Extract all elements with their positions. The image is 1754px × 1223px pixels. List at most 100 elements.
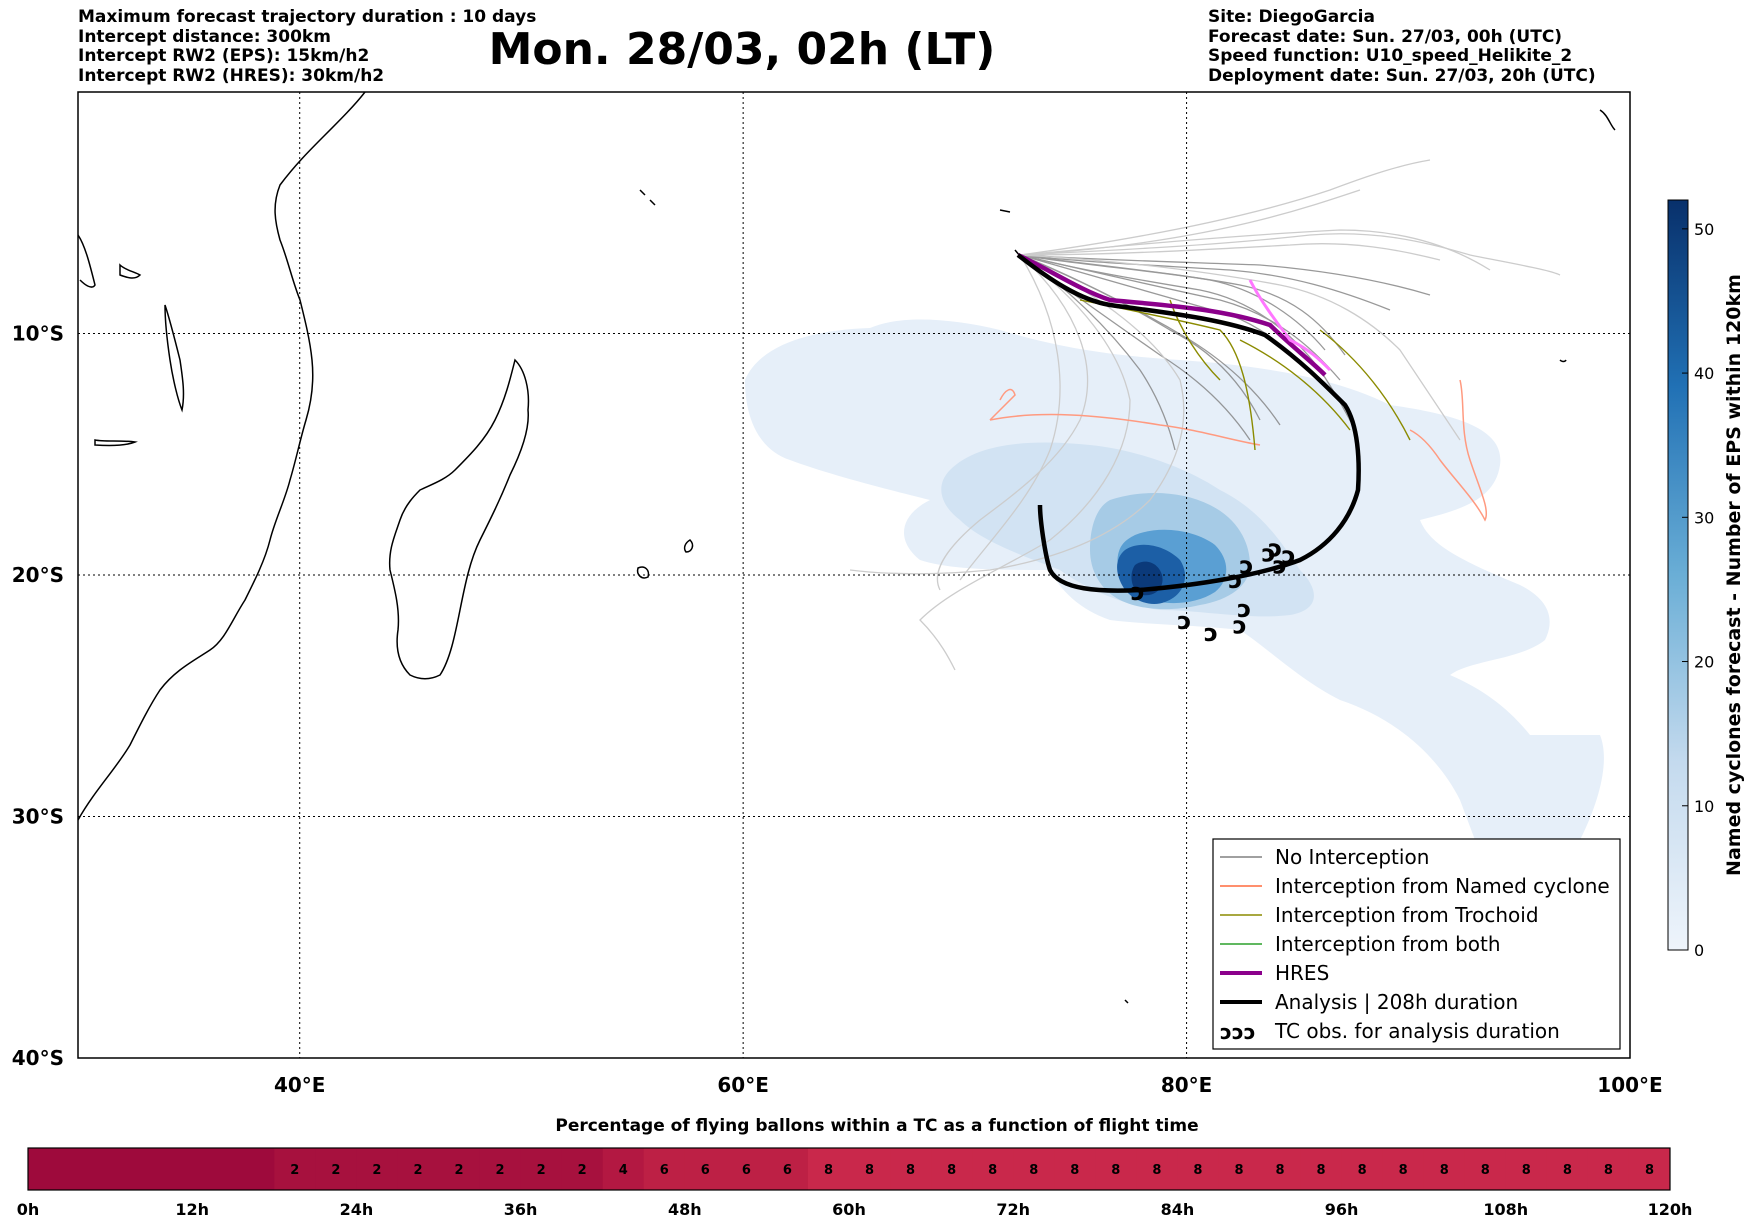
legend-label: Interception from Trochoid xyxy=(1275,903,1539,927)
header-deployment-date: Deployment date: Sun. 27/03, 20h (UTC) xyxy=(1208,65,1596,86)
legend-label: No Interception xyxy=(1275,845,1429,869)
tc-obs-marker: ↄ xyxy=(1237,595,1251,623)
timebar-cell-value: 6 xyxy=(783,1163,792,1178)
timebar-cell xyxy=(1218,1148,1260,1190)
timebar-cell-value: 8 xyxy=(824,1163,833,1178)
timebar-cell xyxy=(931,1148,973,1190)
timebar-cell-value: 2 xyxy=(413,1163,422,1178)
lon-tick-label: 60°E xyxy=(717,1073,769,1097)
cyclone-density-field xyxy=(745,319,1604,840)
map-gridlines xyxy=(78,92,1630,1058)
timebar-cell-value: 8 xyxy=(1481,1163,1490,1178)
timebar: 2 2 2 2 2 2 2 2 4 6 6 6 6 8 8 8 8 8 8 8 8 8 8 8 8 8 8 8 8 8 8 8 8 8 0h 12h… xyxy=(17,1147,1692,1219)
hres-trajectory xyxy=(1017,252,1327,377)
timebar-tick-label: 12h xyxy=(175,1200,209,1219)
lat-tick-label: 20°S xyxy=(12,563,64,587)
header-left-info: Maximum forecast trajectory duration : 1… xyxy=(78,7,537,86)
analysis-trajectory xyxy=(1016,253,1361,593)
colorbar-label: Named cyclones forecast - Number of EPS … xyxy=(1723,274,1745,876)
tc-obs-marker: ↄ xyxy=(1131,578,1145,606)
timebar-cell-value: 6 xyxy=(742,1163,751,1178)
timebar-cell-value: 8 xyxy=(1234,1163,1243,1178)
header-max-duration: Maximum forecast trajectory duration : 1… xyxy=(78,7,537,27)
timebar-cell-value: 8 xyxy=(1522,1163,1531,1178)
timebar-cell xyxy=(1054,1148,1096,1190)
timebar-cell-value: 4 xyxy=(619,1163,628,1178)
timebar-cell xyxy=(1300,1148,1343,1190)
timebar-tick-label: 96h xyxy=(1325,1200,1359,1219)
timebar-cell-value: 6 xyxy=(701,1163,710,1178)
timebar-cell-value: 6 xyxy=(660,1163,669,1178)
timebar-tick-label: 48h xyxy=(668,1200,702,1219)
timebar-cell-value: 8 xyxy=(1358,1163,1367,1178)
colorbar-ramp xyxy=(1667,199,1689,951)
legend-box xyxy=(1212,838,1621,1050)
legend-label: HRES xyxy=(1275,961,1329,985)
map-border xyxy=(77,91,1631,1059)
colorbar-tick-label: 30 xyxy=(1694,508,1714,527)
timebar-cell xyxy=(151,1148,193,1190)
colorbar-tick-label: 10 xyxy=(1694,797,1714,816)
timebar-cell xyxy=(1628,1148,1671,1190)
timebar-cell xyxy=(274,1148,316,1190)
timebar-cell-value: 8 xyxy=(1276,1163,1285,1178)
tc-obs-marker: ↄ xyxy=(1261,539,1275,567)
timebar-cell-value: 8 xyxy=(1070,1163,1079,1178)
header-site: Site: DiegoGarcia xyxy=(1208,7,1375,27)
tc-obs-marker: ↄ xyxy=(1233,612,1247,640)
timebar-cell xyxy=(1464,1148,1507,1190)
header-intercept-eps: Intercept RW2 (EPS): 15km/h2 xyxy=(78,46,370,66)
timebar-cell xyxy=(397,1148,439,1190)
timebar-cell xyxy=(807,1148,850,1190)
timebar-cell xyxy=(356,1148,398,1190)
timebar-cell-value: 8 xyxy=(1111,1163,1120,1178)
timebar-cell xyxy=(1505,1148,1548,1190)
timebar-cell xyxy=(520,1148,563,1190)
timebar-cell xyxy=(890,1148,932,1190)
timebar-cell xyxy=(1382,1148,1425,1190)
legend-label: Analysis | 208h duration xyxy=(1275,990,1518,1014)
timebar-cell xyxy=(1136,1148,1178,1190)
timebar-cell xyxy=(1423,1148,1466,1190)
timebar-cell-value: 8 xyxy=(865,1163,874,1178)
timebar-cell xyxy=(315,1148,357,1190)
timebar-cell xyxy=(643,1148,686,1190)
timebar-tick-label: 72h xyxy=(996,1200,1030,1219)
tc-obs-marker: ↄ xyxy=(1281,542,1295,570)
tc-obs-marker: ↄ xyxy=(1239,551,1253,579)
timebar-cell xyxy=(1013,1148,1055,1190)
header-forecast-date: Forecast date: Sun. 27/03, 00h (UTC) xyxy=(1208,26,1563,47)
legend-label: Interception from both xyxy=(1275,932,1501,956)
legend-tc-symbol: ↄↄↄ xyxy=(1220,1020,1256,1044)
timebar-cell-value: 8 xyxy=(1317,1163,1326,1178)
page-title: Mon. 28/03, 02h (LT) xyxy=(488,24,996,75)
timebar-tick-label: 0h xyxy=(17,1200,40,1219)
timebar-cell xyxy=(972,1148,1014,1190)
tc-obs-marker: ↄ xyxy=(1273,551,1287,579)
timebar-cell-value: 8 xyxy=(1152,1163,1161,1178)
timebar-cell xyxy=(602,1148,645,1190)
trajectories-named-cyclone xyxy=(989,379,1488,522)
timebar-cell xyxy=(684,1148,727,1190)
timebar-cell-value: 8 xyxy=(1645,1163,1654,1178)
timebar-tick-label: 36h xyxy=(504,1200,538,1219)
colorbar-tick-label: 50 xyxy=(1694,220,1714,239)
timebar-cell-value: 8 xyxy=(906,1163,915,1178)
timebar-cell xyxy=(28,1148,70,1190)
colorbar-tick-label: 40 xyxy=(1694,364,1714,383)
tc-obs-marker: ↄ xyxy=(1177,607,1191,635)
lon-tick-label: 80°E xyxy=(1161,1073,1213,1097)
timebar-cell-value: 2 xyxy=(455,1163,464,1178)
timebar-cell xyxy=(1341,1148,1384,1190)
timebar-cell xyxy=(1177,1148,1219,1190)
header-right-info: Site: DiegoGarcia Forecast date: Sun. 27… xyxy=(1208,7,1596,86)
lat-tick-label: 10°S xyxy=(12,322,64,346)
timebar-border xyxy=(27,1147,1671,1191)
timebar-cell xyxy=(110,1148,152,1190)
timebar-cell-value: 8 xyxy=(988,1163,997,1178)
timebar-tick-label: 60h xyxy=(832,1200,866,1219)
trajectories-light xyxy=(849,159,1561,671)
timebar-tick-label: 84h xyxy=(1161,1200,1195,1219)
lat-tick-label: 30°S xyxy=(12,805,64,829)
